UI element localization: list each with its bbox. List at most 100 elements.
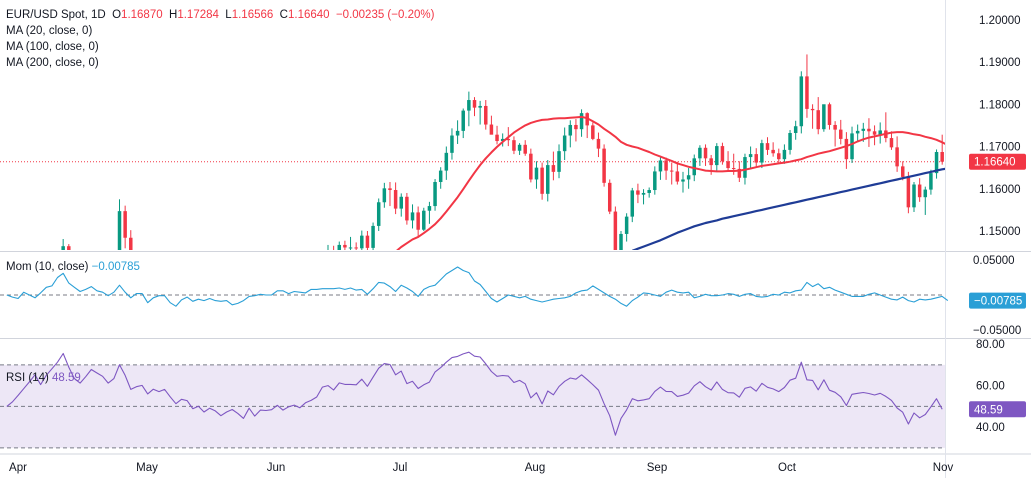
- candle-body: [647, 190, 651, 193]
- candle-body: [793, 126, 798, 133]
- candle-body: [495, 134, 499, 142]
- candle-body: [675, 171, 680, 182]
- time-axis-label: Nov: [933, 462, 954, 474]
- candle-body: [388, 188, 392, 191]
- candle-body: [715, 146, 719, 166]
- time-axis-label: Sep: [647, 462, 667, 474]
- ma20-legend[interactable]: MA (20, close, 0): [6, 25, 93, 37]
- candle-body: [489, 124, 494, 135]
- candle-body: [839, 129, 843, 139]
- candle-body: [872, 131, 877, 135]
- mom-legend-label: Mom (10, close): [6, 261, 89, 273]
- candle-body: [61, 246, 65, 250]
- candle-body: [117, 211, 122, 250]
- candle-body: [929, 173, 933, 190]
- high-value: 1.17284: [177, 9, 219, 21]
- candle-body: [934, 152, 939, 174]
- candle-body: [422, 210, 426, 230]
- candle-body: [393, 190, 398, 209]
- candle-body: [360, 235, 364, 249]
- candle-body: [686, 175, 691, 180]
- candle-body: [827, 104, 832, 125]
- candle-body: [743, 157, 747, 178]
- price-tick-label: 1.15000: [979, 226, 1021, 238]
- ma200-legend[interactable]: MA (200, close, 0): [6, 57, 99, 69]
- candle-body: [461, 110, 465, 131]
- rsi-legend[interactable]: RSI (14) 48.59: [6, 370, 81, 386]
- candle-body: [681, 179, 685, 182]
- candle-body: [540, 167, 544, 194]
- rsi-tick-label: 40.00: [976, 422, 1005, 434]
- candle-body: [906, 176, 911, 208]
- candle-body: [382, 188, 387, 203]
- candle-body: [591, 125, 595, 139]
- price-tick-label: 1.17000: [979, 142, 1021, 154]
- candle-body: [737, 168, 742, 178]
- candle-body: [917, 184, 922, 198]
- ohlc-line: EUR/USD Spot, 1D O1.16870 H1.17284 L1.16…: [6, 7, 434, 23]
- candle-body: [568, 124, 573, 136]
- candle-body: [630, 190, 635, 217]
- mom-tick-label: −0.05000: [973, 325, 1021, 337]
- open-value: 1.16870: [121, 9, 163, 21]
- candle-body: [129, 237, 133, 250]
- rsi-tick-label: 60.00: [976, 381, 1005, 393]
- low-label: L: [225, 9, 232, 21]
- candle-body: [658, 160, 663, 172]
- candle-body: [760, 143, 764, 163]
- candle-body: [376, 202, 381, 226]
- candle-body: [512, 140, 516, 151]
- last-price-tag-bg: [969, 153, 1026, 170]
- candle-body: [765, 143, 770, 150]
- candle-body: [754, 154, 758, 163]
- candle-body: [579, 113, 584, 130]
- candle-body: [444, 152, 449, 171]
- candle-body: [67, 246, 71, 250]
- rsi-value-tag: 48.59: [974, 404, 1003, 416]
- candle-body: [613, 211, 618, 250]
- ma100-line: [631, 167, 945, 250]
- candle-body: [844, 138, 849, 160]
- candle-body: [438, 170, 443, 182]
- candle-body: [596, 138, 601, 149]
- ma100-legend[interactable]: MA (100, close, 0): [6, 41, 99, 53]
- candle-body: [624, 216, 629, 234]
- price-legend: EUR/USD Spot, 1D O1.16870 H1.17284 L1.16…: [6, 7, 434, 71]
- candle-body: [455, 130, 460, 136]
- rsi-legend-value: 48.59: [52, 372, 81, 384]
- close-value: 1.16640: [287, 9, 330, 21]
- price-tick-label: 1.19000: [979, 57, 1021, 69]
- close-label: C: [279, 9, 288, 21]
- price-tick-label: 1.16000: [979, 184, 1021, 196]
- candle-body: [478, 105, 482, 108]
- candle-body: [354, 247, 358, 249]
- candle-body: [822, 104, 826, 130]
- candle-body: [371, 225, 375, 248]
- candle-body: [636, 190, 640, 195]
- change-value: −0.00235 (−0.20%): [335, 9, 435, 21]
- rsi-value-tag-bg: [969, 401, 1026, 418]
- candle-body: [669, 170, 674, 172]
- candle-body: [399, 196, 403, 209]
- candle-body: [534, 167, 539, 180]
- candle-body: [788, 132, 792, 150]
- open-label: O: [112, 9, 122, 21]
- candle-body: [517, 144, 522, 151]
- mom-legend[interactable]: Mom (10, close) −0.00785: [6, 259, 140, 275]
- mom-tick-label: 0.05000: [973, 255, 1015, 267]
- candle-body: [529, 153, 533, 180]
- candle-body: [467, 100, 471, 111]
- time-axis-label: Jun: [267, 462, 286, 474]
- candle-body: [427, 206, 432, 211]
- candle-body: [562, 135, 567, 152]
- candle-body: [607, 182, 612, 212]
- time-axis-label: Aug: [525, 462, 545, 474]
- rsi-tick-label: 80.00: [976, 339, 1005, 351]
- candle-body: [748, 154, 753, 158]
- candle-body: [867, 128, 871, 132]
- candle-body: [405, 196, 409, 221]
- candle-body: [777, 153, 781, 160]
- rsi-line: [6, 351, 943, 436]
- candle-body: [619, 233, 623, 250]
